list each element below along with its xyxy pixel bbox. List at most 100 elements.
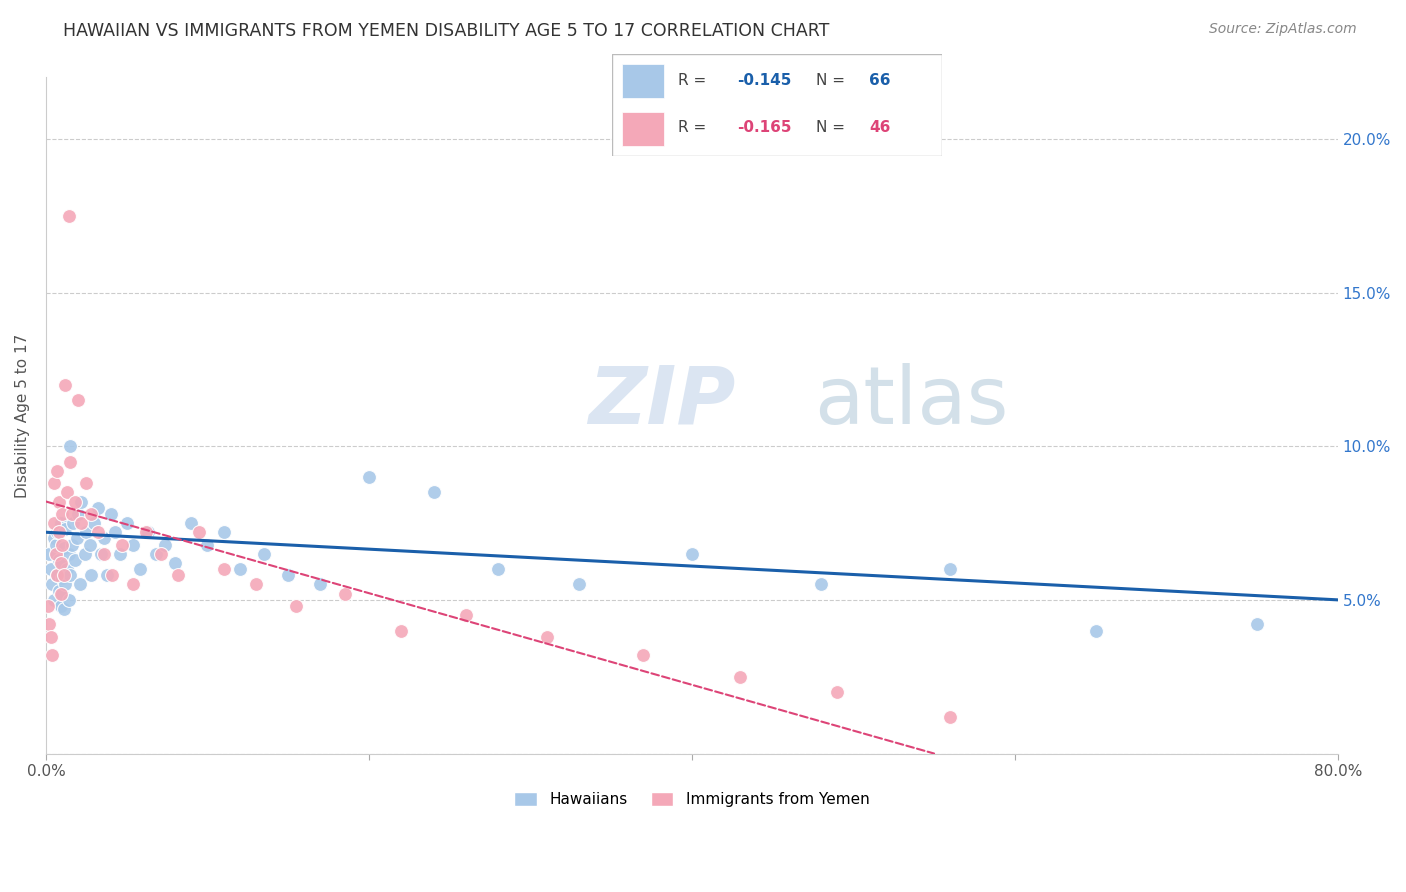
Point bbox=[56, 485, 79, 500]
Point bbox=[155, 537, 177, 551]
FancyBboxPatch shape bbox=[612, 54, 942, 156]
Point bbox=[212, 562, 235, 576]
Point bbox=[75, 476, 97, 491]
Point bbox=[568, 577, 591, 591]
Point bbox=[41, 648, 63, 663]
Point bbox=[104, 525, 127, 540]
Point bbox=[51, 556, 73, 570]
Point bbox=[197, 537, 219, 551]
Point bbox=[46, 568, 69, 582]
Point bbox=[110, 547, 132, 561]
Point bbox=[145, 547, 167, 561]
Point bbox=[83, 516, 105, 530]
Point bbox=[90, 547, 112, 561]
Point bbox=[49, 516, 72, 530]
Point bbox=[59, 439, 82, 453]
Point bbox=[111, 537, 134, 551]
Text: N =: N = bbox=[817, 73, 845, 88]
Text: -0.165: -0.165 bbox=[737, 120, 792, 136]
Point bbox=[810, 577, 832, 591]
Text: -0.145: -0.145 bbox=[737, 73, 792, 88]
Point bbox=[49, 587, 72, 601]
Point bbox=[939, 709, 962, 723]
Point bbox=[79, 537, 101, 551]
Point bbox=[66, 532, 89, 546]
Point bbox=[62, 516, 84, 530]
Point bbox=[93, 547, 115, 561]
Point bbox=[39, 630, 62, 644]
Point bbox=[46, 525, 69, 540]
Text: HAWAIIAN VS IMMIGRANTS FROM YEMEN DISABILITY AGE 5 TO 17 CORRELATION CHART: HAWAIIAN VS IMMIGRANTS FROM YEMEN DISABI… bbox=[63, 22, 830, 40]
Point bbox=[45, 537, 67, 551]
Point bbox=[58, 547, 80, 561]
Text: 66: 66 bbox=[869, 73, 891, 88]
Point bbox=[49, 556, 72, 570]
Point bbox=[357, 470, 380, 484]
Point bbox=[454, 608, 477, 623]
Point bbox=[48, 525, 70, 540]
Point bbox=[229, 562, 252, 576]
Point bbox=[86, 525, 108, 540]
Point bbox=[53, 377, 76, 392]
Point bbox=[333, 587, 356, 601]
Point bbox=[80, 507, 103, 521]
Point bbox=[48, 583, 70, 598]
Point bbox=[122, 577, 145, 591]
Point bbox=[277, 568, 299, 582]
Legend: Hawaiians, Immigrants from Yemen: Hawaiians, Immigrants from Yemen bbox=[508, 786, 876, 814]
Point bbox=[165, 556, 187, 570]
Point bbox=[188, 525, 211, 540]
Point bbox=[80, 568, 103, 582]
Point bbox=[536, 630, 558, 644]
Point bbox=[59, 454, 82, 468]
Point bbox=[69, 577, 91, 591]
Point bbox=[730, 670, 752, 684]
Point bbox=[67, 393, 90, 408]
Point bbox=[100, 507, 122, 521]
Point bbox=[122, 537, 145, 551]
Point bbox=[135, 525, 157, 540]
Point bbox=[52, 602, 75, 616]
Text: N =: N = bbox=[817, 120, 845, 136]
Point bbox=[115, 516, 138, 530]
Point bbox=[51, 571, 73, 585]
Point bbox=[56, 562, 79, 576]
Point bbox=[136, 525, 159, 540]
Point bbox=[128, 562, 150, 576]
Point bbox=[486, 562, 509, 576]
Point bbox=[60, 507, 83, 521]
Point bbox=[38, 617, 60, 632]
Point bbox=[49, 599, 72, 613]
Point bbox=[52, 568, 75, 582]
Text: R =: R = bbox=[678, 73, 706, 88]
Point bbox=[212, 525, 235, 540]
Point bbox=[46, 464, 69, 478]
Point bbox=[52, 541, 75, 555]
Point bbox=[53, 522, 76, 536]
Bar bbox=[621, 112, 665, 145]
Point bbox=[285, 599, 308, 613]
Point bbox=[422, 485, 444, 500]
Text: R =: R = bbox=[678, 120, 706, 136]
Point bbox=[93, 532, 115, 546]
Point bbox=[309, 577, 332, 591]
Point bbox=[46, 568, 69, 582]
Point bbox=[245, 577, 267, 591]
Point bbox=[42, 592, 65, 607]
Point bbox=[58, 209, 80, 223]
Point bbox=[45, 547, 67, 561]
Point bbox=[58, 592, 80, 607]
Point bbox=[75, 525, 97, 540]
Point bbox=[48, 553, 70, 567]
Point bbox=[825, 685, 848, 699]
Point bbox=[681, 547, 703, 561]
Point bbox=[48, 494, 70, 508]
Point bbox=[1084, 624, 1107, 638]
Text: 46: 46 bbox=[869, 120, 891, 136]
Point bbox=[149, 547, 172, 561]
Point bbox=[63, 494, 86, 508]
Bar bbox=[621, 64, 665, 97]
Point bbox=[167, 568, 190, 582]
Point bbox=[1246, 617, 1268, 632]
Point bbox=[42, 516, 65, 530]
